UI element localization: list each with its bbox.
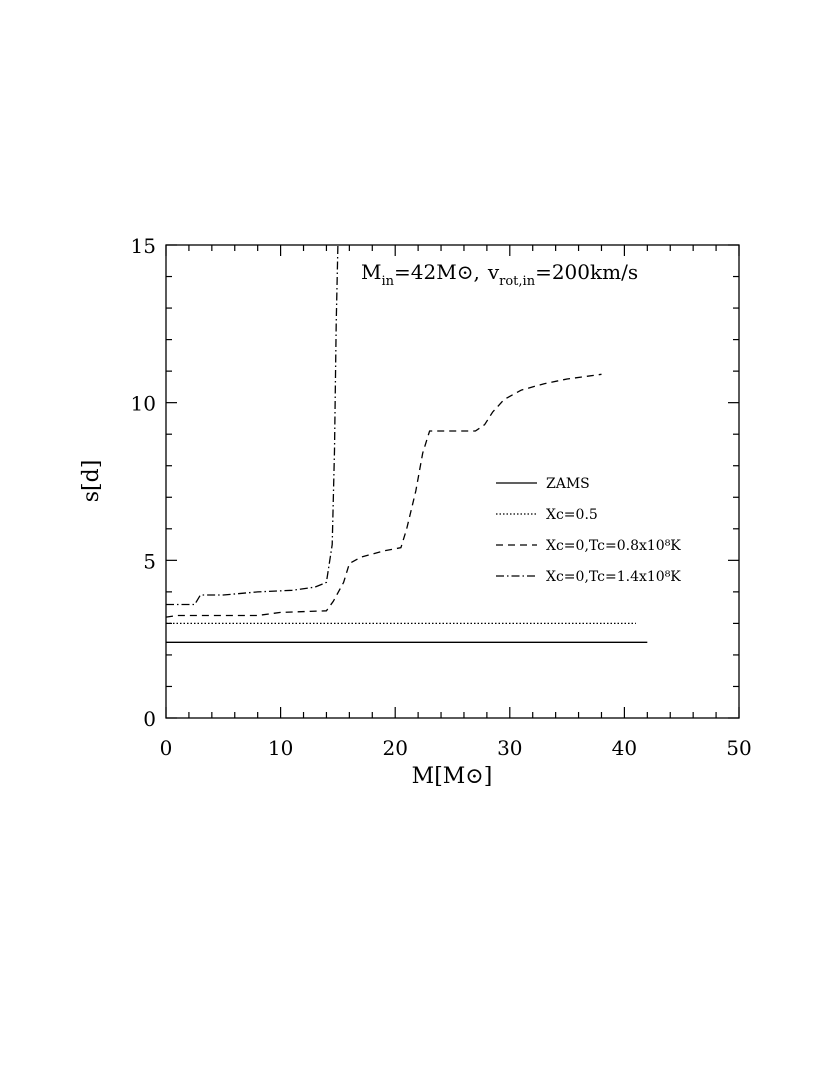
tick-labels: 0 10 20 30 40 50 0 5 10 15 bbox=[131, 234, 752, 760]
x-tick-label: 50 bbox=[726, 736, 751, 760]
legend: ZAMS Xc=0.5 Xc=0,Tc=0.8x10⁸K Xc=0,Tc=1.4… bbox=[496, 476, 681, 585]
annotation-text: Min=42M⊙, vrot,in=200km/s bbox=[361, 260, 638, 289]
series-line-3 bbox=[166, 244, 339, 606]
annotation-min-value: =42M⊙, bbox=[394, 260, 480, 284]
annotation-v-value: =200km/s bbox=[535, 260, 638, 284]
series-layer bbox=[165, 244, 648, 643]
ticks bbox=[165, 244, 740, 719]
y-tick-label: 5 bbox=[143, 549, 156, 573]
x-tick-label: 30 bbox=[497, 736, 522, 760]
annotation-v-label: v bbox=[487, 260, 500, 284]
y-tick-label: 10 bbox=[131, 392, 156, 416]
legend-label-xc05: Xc=0.5 bbox=[546, 507, 598, 523]
legend-label-zams: ZAMS bbox=[546, 476, 590, 492]
legend-label-tc14: Xc=0,Tc=1.4x10⁸K bbox=[546, 569, 681, 585]
x-axis-title: M[M⊙] bbox=[412, 764, 493, 789]
x-tick-label: 40 bbox=[612, 736, 637, 760]
annotation-min-sub: in bbox=[381, 274, 394, 289]
y-axis-title: s[d] bbox=[79, 460, 104, 503]
legend-label-tc08: Xc=0,Tc=0.8x10⁸K bbox=[546, 538, 681, 554]
x-tick-label: 20 bbox=[382, 736, 407, 760]
x-tick-label: 0 bbox=[160, 736, 173, 760]
annotation-min-label: M bbox=[361, 260, 381, 284]
plot-frame bbox=[165, 244, 740, 719]
x-tick-label: 10 bbox=[268, 736, 293, 760]
y-tick-label: 0 bbox=[143, 707, 156, 731]
annotation-v-sub: rot,in bbox=[499, 274, 536, 289]
series-line-2 bbox=[165, 373, 602, 618]
y-tick-label: 15 bbox=[131, 234, 156, 258]
